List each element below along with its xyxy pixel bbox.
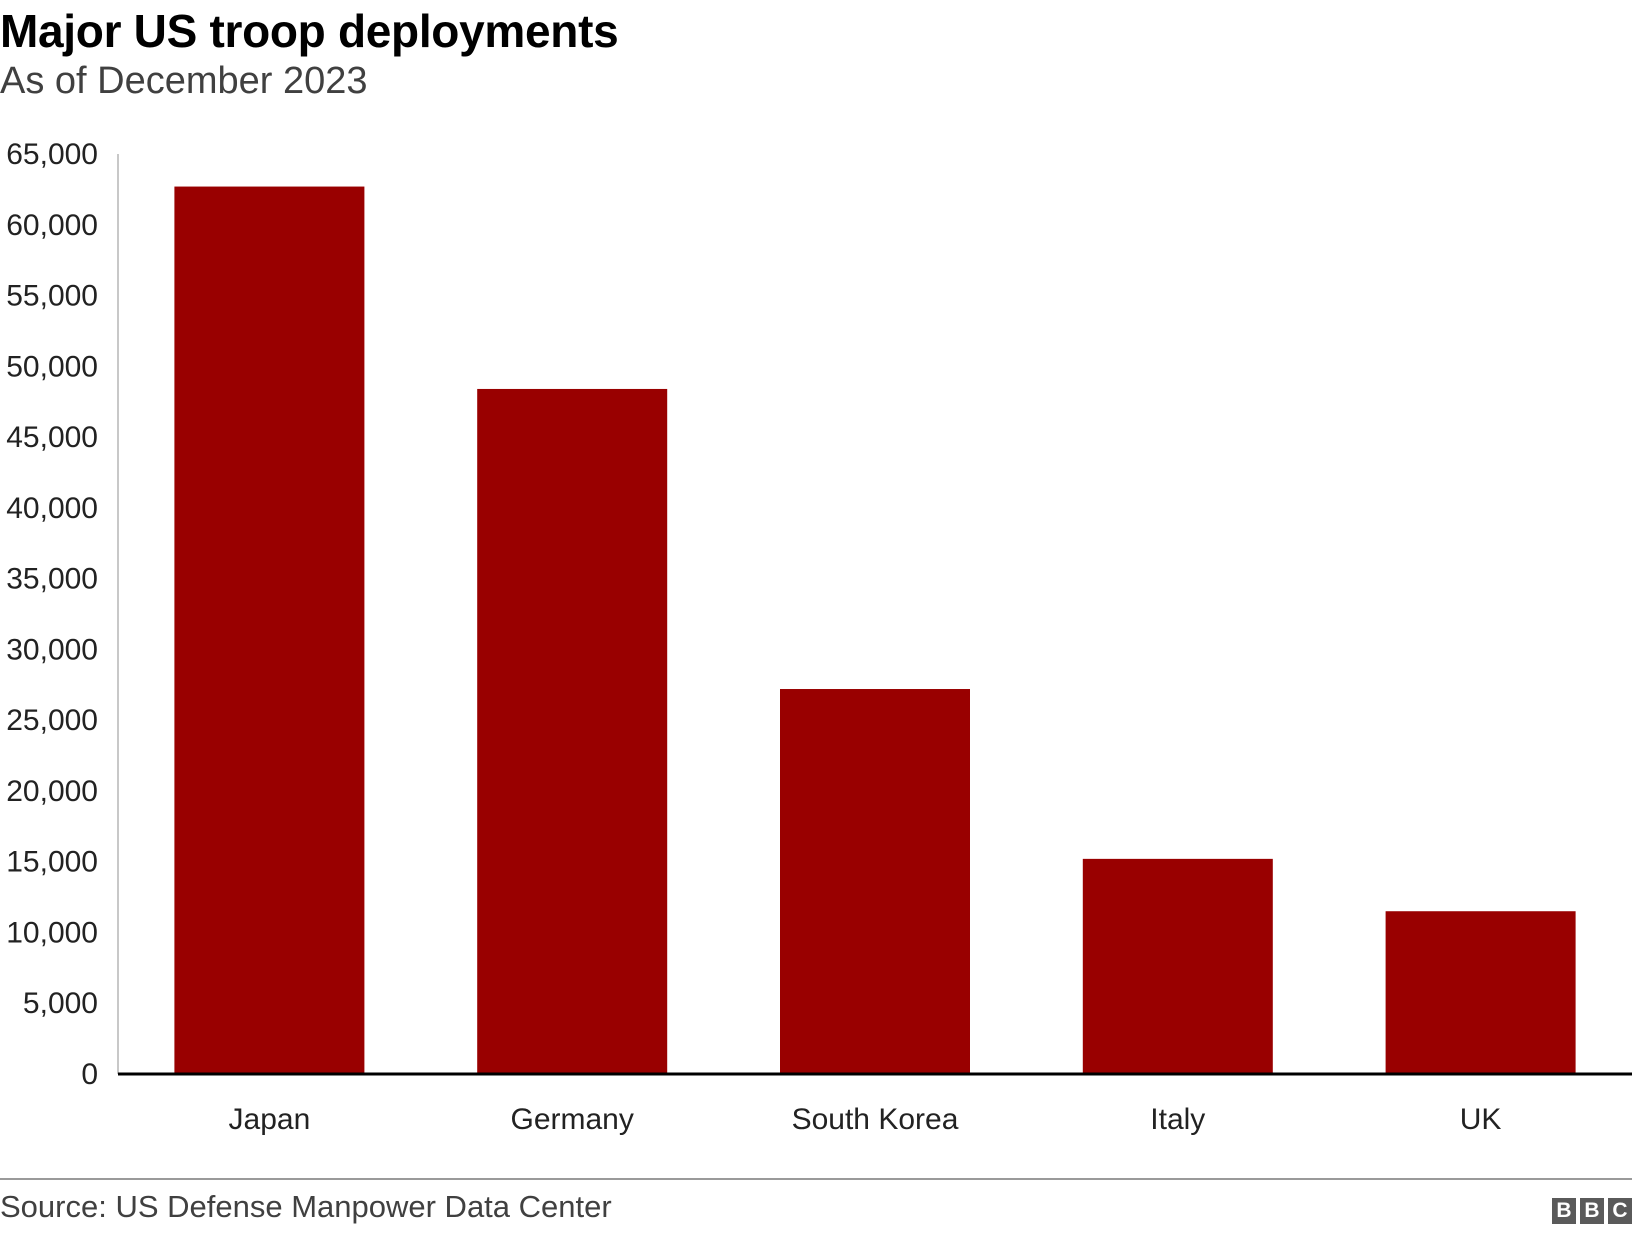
bars	[174, 186, 1576, 1075]
y-axis: 0 5,000 10,000 15,000 20,000 25,000 30,000 35,0…	[6, 138, 119, 1091]
y-tick-label: 30,000	[6, 633, 98, 666]
chart-title: Major US troop deployments	[0, 5, 619, 57]
y-tick-label: 5,000	[23, 987, 98, 1020]
y-tick-label: 25,000	[6, 704, 98, 737]
x-tick-label: Germany	[511, 1103, 634, 1136]
y-tick-label: 15,000	[6, 846, 98, 879]
x-tick-label: Italy	[1150, 1103, 1205, 1136]
bbc-logo-letter: C	[1608, 1198, 1632, 1224]
bbc-logo: B B C	[1552, 1198, 1632, 1224]
y-tick-label: 40,000	[6, 492, 98, 525]
y-tick-label: 10,000	[6, 916, 98, 949]
bar-chart: 0 5,000 10,000 15,000 20,000 25,000 30,000 35,0…	[6, 138, 1632, 1136]
y-tick-label: 35,000	[6, 563, 98, 596]
x-axis: Japan Germany South Korea Italy UK	[118, 1072, 1632, 1136]
y-tick-label: 55,000	[6, 280, 98, 313]
bar-italy	[1082, 858, 1273, 1074]
bar-germany	[477, 388, 668, 1074]
bbc-logo-letter: B	[1552, 1198, 1576, 1224]
bar-south-korea	[780, 689, 970, 1074]
y-tick-label: 45,000	[6, 421, 98, 454]
y-tick-label: 60,000	[6, 209, 98, 242]
y-tick-label: 50,000	[6, 350, 98, 383]
footer-divider	[0, 1178, 1632, 1180]
bar-uk	[1385, 911, 1576, 1074]
bbc-logo-letter: B	[1580, 1198, 1604, 1224]
bar-japan	[174, 186, 365, 1075]
y-tick-label: 20,000	[6, 775, 98, 808]
source-note: Source: US Defense Manpower Data Center	[0, 1189, 612, 1224]
x-tick-label: South Korea	[792, 1103, 959, 1136]
y-tick-label: 0	[81, 1058, 98, 1091]
y-tick-label: 65,000	[6, 138, 98, 171]
x-tick-label: Japan	[229, 1103, 311, 1136]
chart-subtitle: As of December 2023	[0, 60, 368, 102]
x-tick-label: UK	[1460, 1103, 1502, 1136]
